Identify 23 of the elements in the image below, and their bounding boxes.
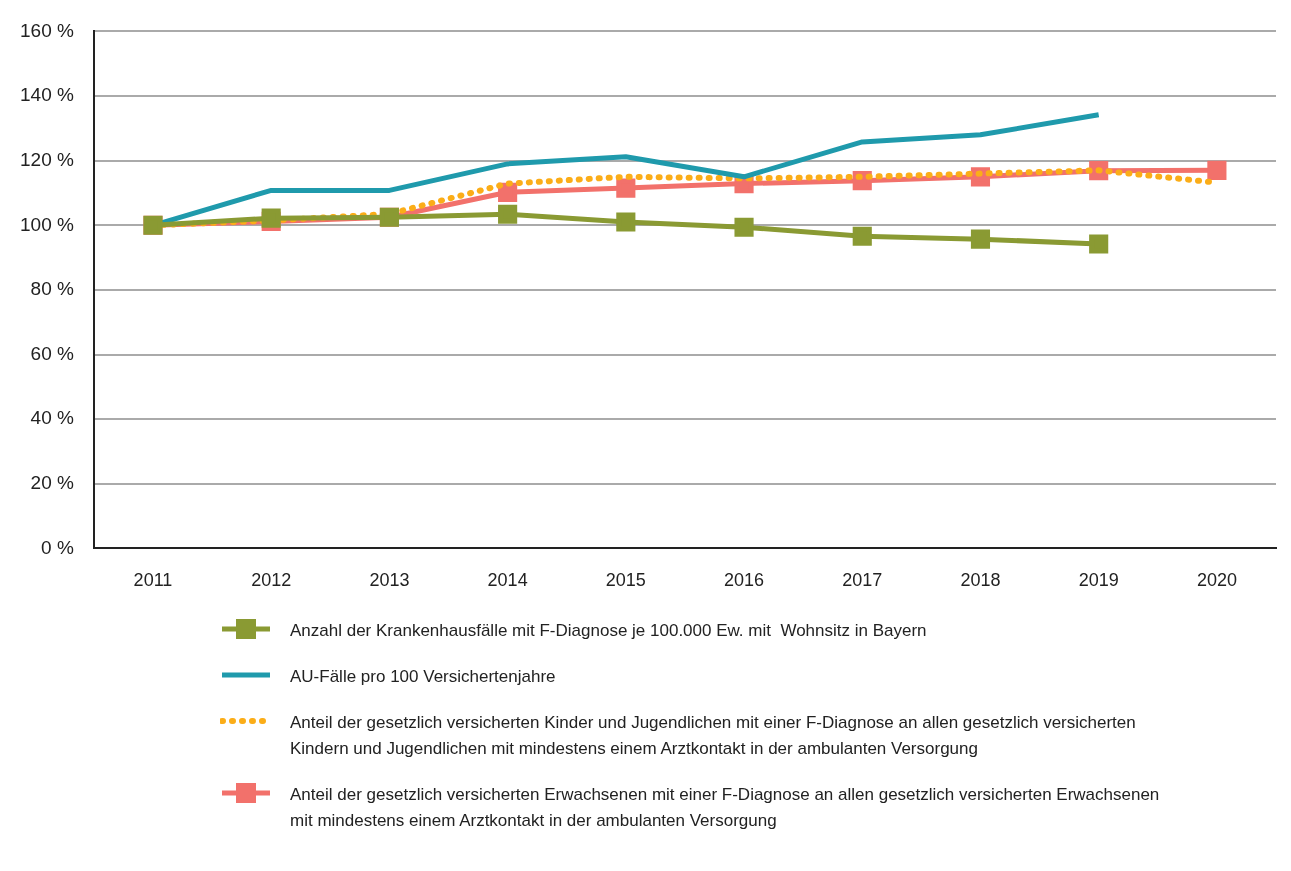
legend-label: Anteil der gesetzlich versicherten Kinder und Jugendlichen mit einer F-Diagnose an allen gesetzlich versicherten Kindern und Jugendlichen mit mindestens einem Arztkontakt in der ambulanten Versorgung bbox=[290, 712, 1137, 760]
y-tick-label: 100 % bbox=[20, 213, 74, 235]
y-tick-label: 120 % bbox=[20, 148, 74, 170]
y-tick-label: 0 % bbox=[41, 536, 74, 558]
x-tick-label: 2016 bbox=[724, 570, 765, 591]
x-tick-label: 2012 bbox=[251, 570, 292, 591]
y-tick-label: 60 % bbox=[30, 342, 74, 364]
x-tick-label: 2014 bbox=[487, 570, 528, 591]
x-tick-label: 2017 bbox=[842, 570, 883, 591]
legend-label: Anzahl der Krankenhausfälle mit F-Diagnose je 100.000 Ew. mit Wohnsitz in Bayern bbox=[290, 620, 927, 642]
x-tick-label: 2020 bbox=[1196, 570, 1237, 591]
y-tick-label: 160 % bbox=[20, 19, 74, 41]
x-tick-label: 2018 bbox=[960, 570, 1001, 591]
x-tick-label: 2013 bbox=[369, 570, 410, 591]
x-tick-label: 2019 bbox=[1078, 570, 1119, 591]
legend-label: Anteil der gesetzlich versicherten Erwachsenen mit einer F-Diagnose an allen gesetzlich versicherten Erwachsenen mit mindestens einem Arztkontakt in der ambulanten Versorgung bbox=[290, 784, 1161, 832]
x-tick-label: 2015 bbox=[605, 570, 646, 591]
y-tick-label: 20 % bbox=[30, 472, 74, 494]
y-tick-label: 40 % bbox=[30, 407, 74, 429]
x-tick-label: 2011 bbox=[133, 570, 173, 591]
legend-label: AU-Fälle pro 100 Versichertenjahre bbox=[290, 666, 556, 688]
y-tick-label: 80 % bbox=[30, 278, 74, 300]
y-tick-label: 140 % bbox=[20, 84, 74, 106]
